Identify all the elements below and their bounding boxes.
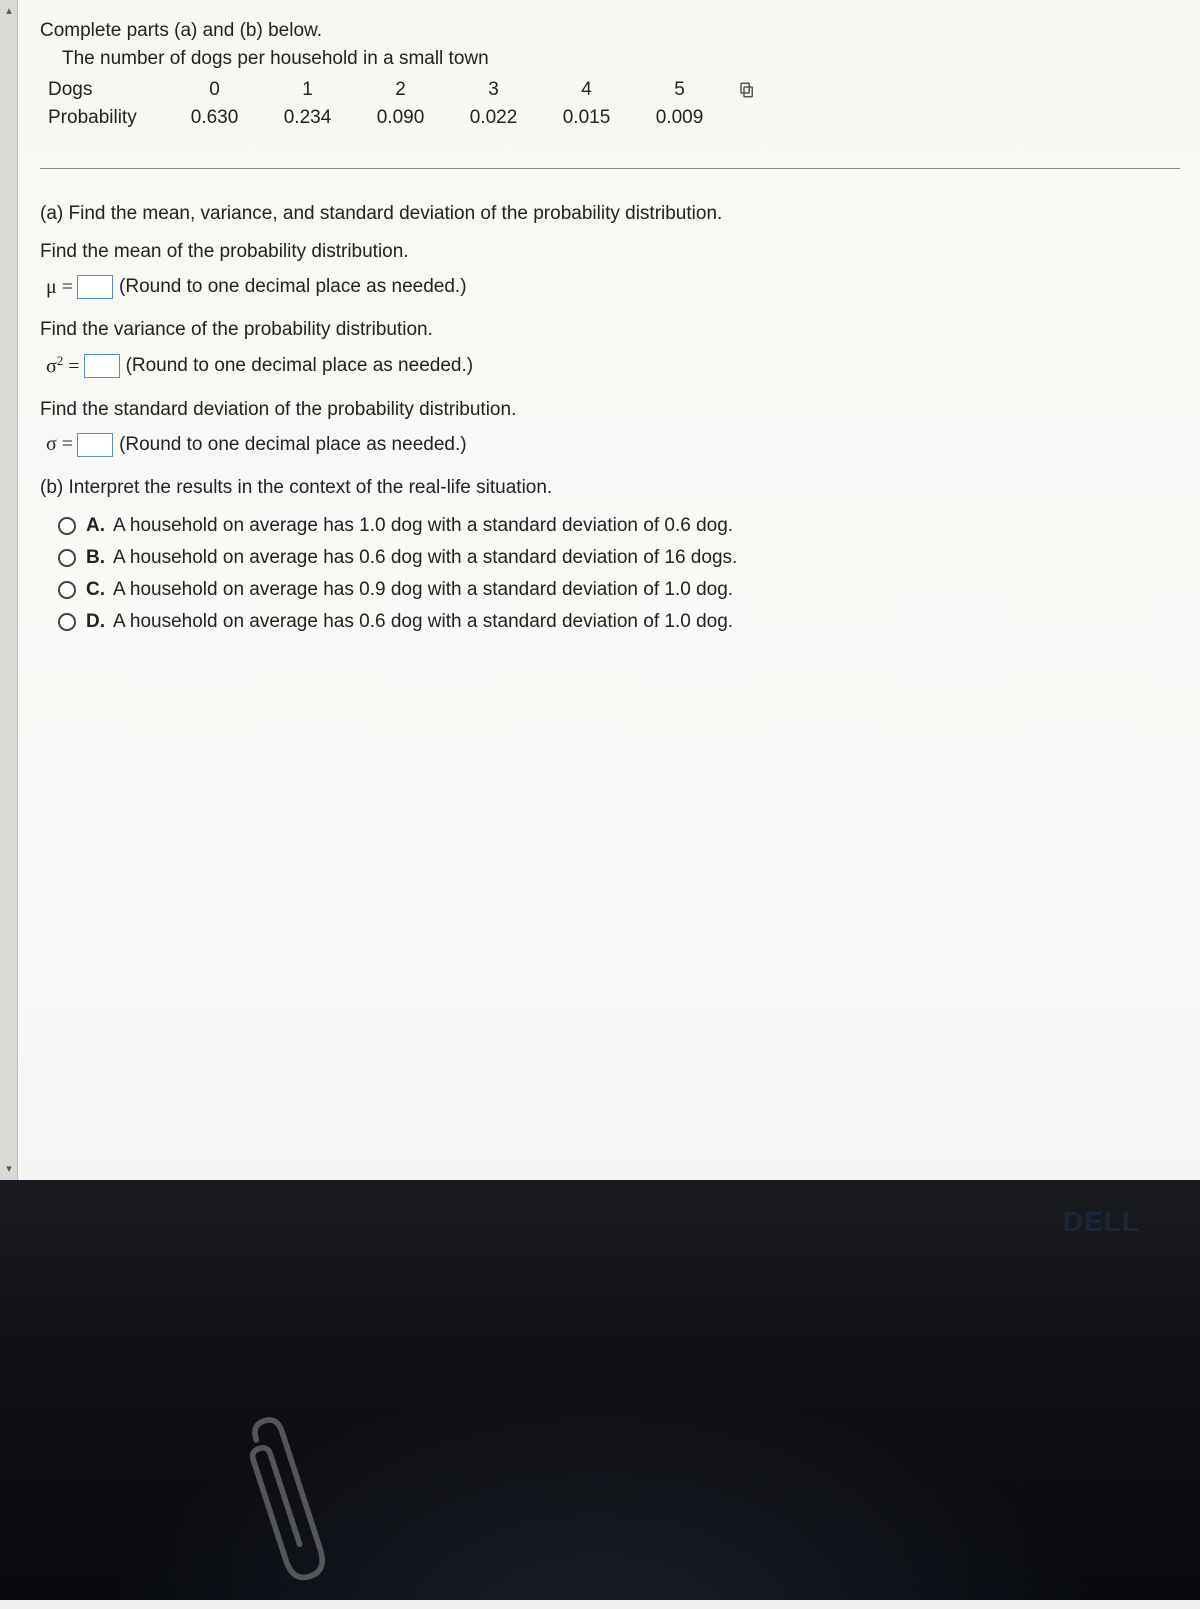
separator [40,168,1180,169]
table-cell: 0.022 [447,107,540,129]
variance-equation: σ2 = (Round to one decimal place as need… [46,353,1180,379]
sd-statement: Find the standard deviation of the proba… [40,399,1180,421]
table-cell: 5 [633,79,726,101]
mean-statement: Find the mean of the probability distrib… [40,241,1180,263]
table-cell: 4 [540,79,633,101]
scroll-down-icon[interactable]: ▾ [2,1162,16,1176]
table-cell: 1 [261,79,354,101]
mean-equation: μ = (Round to one decimal place as neede… [46,275,1180,299]
choice-letter: B. [86,547,105,569]
choice-d[interactable]: D. A household on average has 0.6 dog wi… [58,611,1180,633]
mu-symbol: μ = [46,276,73,299]
choice-text: A household on average has 0.6 dog with … [113,547,737,569]
choice-a[interactable]: A. A household on average has 1.0 dog wi… [58,515,1180,537]
sd-input[interactable] [77,433,113,457]
choice-text: A household on average has 0.6 dog with … [113,611,733,633]
distribution-table: Dogs 0 1 2 3 4 5 Probability 0.630 0.234… [48,76,1180,132]
round-hint: (Round to one decimal place as needed.) [119,276,467,298]
table-row: Dogs 0 1 2 3 4 5 [48,76,1180,104]
table-cell: 0.234 [261,107,354,129]
scrollbar-rail[interactable]: ▴ ▾ [0,0,18,1180]
choice-c[interactable]: C. A household on average has 0.9 dog wi… [58,579,1180,601]
row-label-dogs: Dogs [48,79,168,101]
variance-statement: Find the variance of the probability dis… [40,319,1180,341]
question-panel: ▴ ▾ Complete parts (a) and (b) below. Th… [0,0,1200,1180]
sd-equation: σ = (Round to one decimal place as neede… [46,433,1180,457]
table-cell: 0.009 [633,107,726,129]
part-a-intro: (a) Find the mean, variance, and standar… [40,203,1180,225]
table-cell: 0 [168,79,261,101]
row-label-probability: Probability [48,107,168,129]
table-cell: 0.630 [168,107,261,129]
table-cell: 0.090 [354,107,447,129]
table-cell: 0.015 [540,107,633,129]
choice-text: A household on average has 0.9 dog with … [113,579,733,601]
radio-icon[interactable] [58,517,76,535]
radio-icon[interactable] [58,581,76,599]
multiple-choice: A. A household on average has 1.0 dog wi… [58,515,1180,633]
radio-icon[interactable] [58,549,76,567]
sigma-symbol: σ = [46,433,73,456]
copy-icon[interactable] [738,81,756,99]
radio-icon[interactable] [58,613,76,631]
part-b-intro: (b) Interpret the results in the context… [40,477,1180,499]
desk-surface: DELL [0,1180,1200,1600]
choice-letter: C. [86,579,105,601]
choice-letter: A. [86,515,105,537]
table-cell: 2 [354,79,447,101]
distribution-title: The number of dogs per household in a sm… [62,48,1180,70]
screen-glare [0,1340,1200,1600]
choice-b[interactable]: B. A household on average has 0.6 dog wi… [58,547,1180,569]
table-row: Probability 0.630 0.234 0.090 0.022 0.01… [48,104,1180,132]
table-cell: 3 [447,79,540,101]
sigma-squared-symbol: σ2 = [46,353,80,379]
scroll-up-icon[interactable]: ▴ [2,4,16,18]
choice-text: A household on average has 1.0 dog with … [113,515,733,537]
variance-input[interactable] [84,354,120,378]
mean-input[interactable] [77,275,113,299]
round-hint: (Round to one decimal place as needed.) [126,355,474,377]
monitor-brand: DELL [1063,1206,1140,1238]
choice-letter: D. [86,611,105,633]
round-hint: (Round to one decimal place as needed.) [119,434,467,456]
instruction-text: Complete parts (a) and (b) below. [40,20,1180,42]
